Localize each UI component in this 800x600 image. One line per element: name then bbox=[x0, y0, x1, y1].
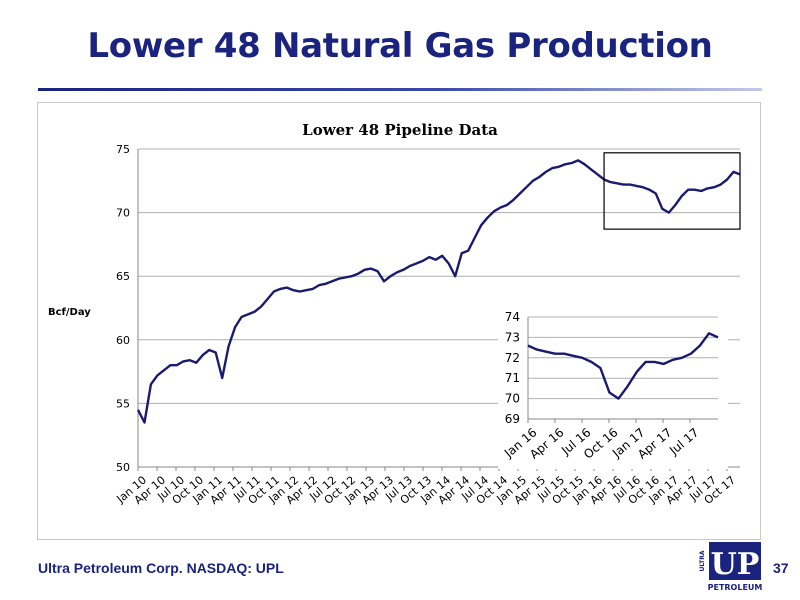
inset-background bbox=[498, 307, 728, 469]
y-tick-label: 60 bbox=[116, 334, 130, 347]
footer-company: Ultra Petroleum Corp. NASDAQ: UPL bbox=[38, 560, 284, 576]
main-y-ticks: 50 55 60 65 70 75 bbox=[116, 143, 130, 474]
y-tick-label: 69 bbox=[505, 412, 520, 426]
y-tick-label: 72 bbox=[505, 351, 520, 365]
page-number: 37 bbox=[773, 560, 789, 576]
ultra-petroleum-logo: UP ULTRA PETROLEUM bbox=[699, 542, 763, 592]
y-tick-label: 74 bbox=[505, 310, 520, 324]
inset-y-ticks: 69 70 71 72 73 74 bbox=[505, 310, 520, 426]
chart-panel: Lower 48 Pipeline Data Bcf/Day 50 55 60 65 7… bbox=[37, 102, 761, 540]
y-tick-label: 71 bbox=[505, 371, 520, 385]
y-tick-label: 73 bbox=[505, 330, 520, 344]
main-series bbox=[136, 159, 741, 424]
logo-main-text: UP bbox=[711, 547, 760, 582]
inset-series bbox=[527, 332, 719, 400]
highlight-box bbox=[603, 152, 741, 230]
chart-title: Lower 48 Pipeline Data bbox=[302, 121, 498, 139]
logo-sub-text: PETROLEUM bbox=[708, 583, 763, 592]
series-line bbox=[527, 332, 719, 400]
y-tick-label: 75 bbox=[116, 143, 130, 156]
logo-block bbox=[709, 542, 761, 580]
y-tick-label: 55 bbox=[116, 397, 130, 410]
y-tick-label: 70 bbox=[116, 207, 130, 220]
inset-gridlines bbox=[527, 316, 718, 420]
y-tick-label: 50 bbox=[116, 461, 130, 474]
title-divider bbox=[38, 88, 762, 91]
series-line bbox=[136, 159, 741, 424]
logo-side-text: ULTRA bbox=[699, 550, 706, 571]
pipeline-chart: Lower 48 Pipeline Data Bcf/Day 50 55 60 65 7… bbox=[48, 121, 741, 507]
y-tick-label: 70 bbox=[505, 392, 520, 406]
slide-title: Lower 48 Natural Gas Production bbox=[87, 26, 713, 66]
y-tick-label: 65 bbox=[116, 270, 130, 283]
y-axis-label: Bcf/Day bbox=[48, 307, 91, 318]
